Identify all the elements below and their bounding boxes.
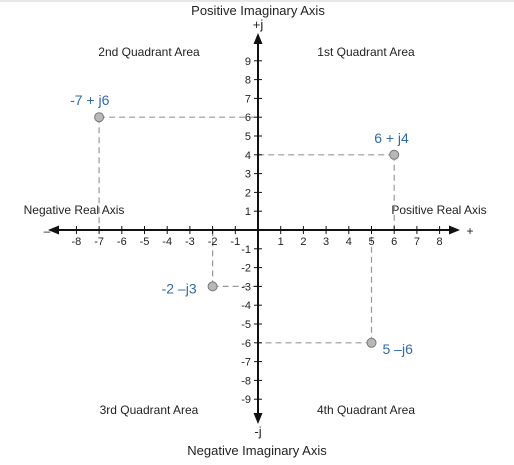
x-tick-label: -8 xyxy=(72,236,82,248)
x-tick-label: -6 xyxy=(117,236,127,248)
negative-j-label: -j xyxy=(254,424,261,439)
x-tick-label: 6 xyxy=(391,236,397,248)
up-arrowhead xyxy=(253,33,263,44)
quadrant-3-label: 3rd Quadrant Area xyxy=(100,403,199,417)
y-tick-label: 5 xyxy=(245,131,251,143)
y-tick-label: 1 xyxy=(245,206,251,218)
x-tick-label: -7 xyxy=(94,236,104,248)
y-tick-label: -9 xyxy=(241,394,251,406)
y-tick-label: 6 xyxy=(245,112,251,124)
negative-real-axis-label: Negative Real Axis xyxy=(24,203,125,217)
y-tick-label: -7 xyxy=(241,357,251,369)
x-tick-label: -2 xyxy=(208,236,218,248)
minus-sign-label: – xyxy=(44,224,51,238)
left-arrowhead xyxy=(48,225,59,235)
y-tick-label: 2 xyxy=(245,187,251,199)
right-arrowhead xyxy=(449,225,460,235)
x-tick-label: 4 xyxy=(346,236,352,248)
x-tick-label: 7 xyxy=(414,236,420,248)
x-tick-label: -1 xyxy=(230,236,240,248)
quadrant-1-label: 1st Quadrant Area xyxy=(317,45,415,59)
down-arrowhead xyxy=(253,413,263,424)
x-tick-label: 1 xyxy=(278,236,284,248)
complex-point-marker xyxy=(207,281,218,292)
quadrant-4-label: 4th Quadrant Area xyxy=(317,403,415,417)
tick-marks: -8 -7 -6 -5 -4 -3 -2 -1 1 2 3 4 5 6 7 8987654321-1-2-3-… xyxy=(72,56,443,406)
complex-point-label: -7 + j6 xyxy=(70,92,110,108)
x-tick-label: -4 xyxy=(162,236,172,248)
complex-point-marker xyxy=(366,337,377,348)
x-tick-label: 2 xyxy=(300,236,306,248)
positive-imaginary-axis-title: Positive Imaginary Axis xyxy=(191,3,325,18)
y-tick-label: -6 xyxy=(241,338,251,350)
y-tick-label: 8 xyxy=(245,75,251,87)
guide-lines xyxy=(98,116,395,344)
plus-sign-label: + xyxy=(466,224,473,238)
y-tick-label: 7 xyxy=(245,93,251,105)
complex-point-label: 5 –j6 xyxy=(383,341,414,357)
y-tick-label: -2 xyxy=(241,263,251,275)
y-tick-label: -5 xyxy=(241,319,251,331)
data-points: -7 + j6 6 + j4 -2 –j3 5 –j6 xyxy=(70,92,413,357)
y-tick-label: 3 xyxy=(245,169,251,181)
x-tick-label: -3 xyxy=(185,236,195,248)
complex-point-marker xyxy=(389,149,400,160)
y-tick-label: 4 xyxy=(245,150,251,162)
y-tick-label: -8 xyxy=(241,375,251,387)
negative-imaginary-axis-title: Negative Imaginary Axis xyxy=(187,443,327,458)
axes xyxy=(48,33,460,424)
x-tick-label: -5 xyxy=(140,236,150,248)
complex-point-label: -2 –j3 xyxy=(162,280,197,296)
x-tick-label: 8 xyxy=(437,236,443,248)
x-tick-label: 3 xyxy=(323,236,329,248)
complex-point-marker xyxy=(94,112,105,123)
positive-real-axis-label: Positive Real Axis xyxy=(391,203,486,217)
quadrant-2-label: 2nd Quadrant Area xyxy=(98,45,200,59)
y-tick-label: 9 xyxy=(245,56,251,68)
complex-point-label: 6 + j4 xyxy=(374,130,409,146)
x-tick-label: 5 xyxy=(368,236,374,248)
y-tick-label: -3 xyxy=(241,281,251,293)
y-tick-label: -4 xyxy=(241,300,251,312)
y-tick-label: -1 xyxy=(241,244,251,256)
positive-j-label: +j xyxy=(253,17,264,32)
